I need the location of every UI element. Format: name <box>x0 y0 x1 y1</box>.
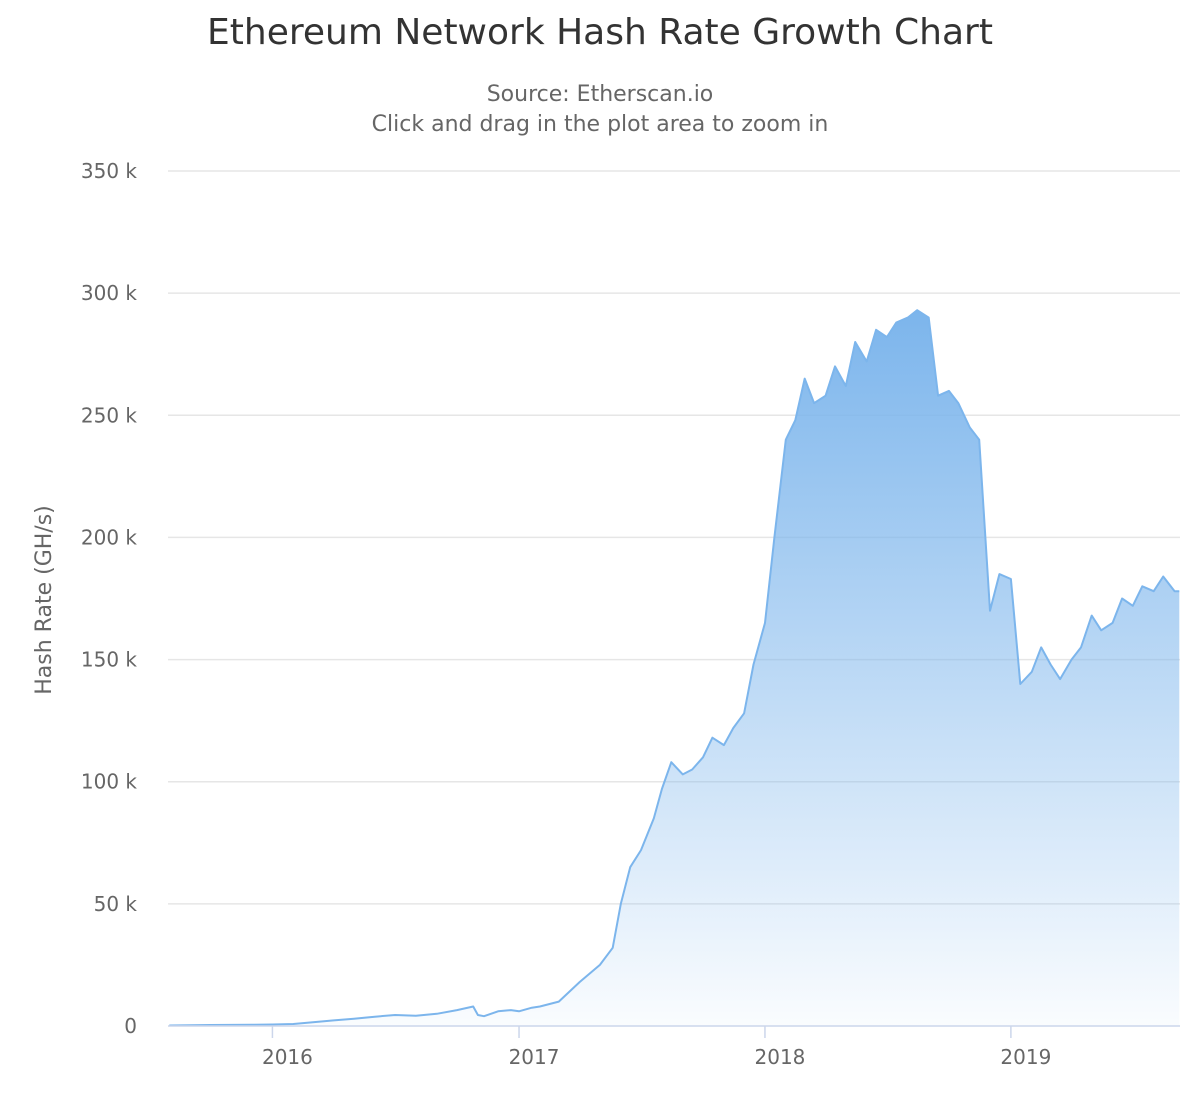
hash-rate-area <box>169 310 1180 1026</box>
y-tick-label: 150 k <box>81 648 138 672</box>
y-tick-label: 50 k <box>94 892 138 916</box>
x-tick-label: 2019 <box>1000 1045 1051 1069</box>
y-tick-label: 300 k <box>81 281 138 305</box>
y-tick-label: 100 k <box>81 770 138 794</box>
chart-subtitle-zoom-hint: Click and drag in the plot area to zoom … <box>371 112 829 137</box>
y-tick-label: 250 k <box>81 403 138 427</box>
x-tick-label: 2018 <box>755 1045 806 1069</box>
x-tick-label: 2017 <box>509 1045 560 1069</box>
chart-subtitle-source: Source: Etherscan.io <box>486 82 714 107</box>
hash-rate-line <box>169 309 1180 1027</box>
y-axis-title: Hash Rate (GH/s) <box>32 505 57 695</box>
y-tick-label: 200 k <box>81 525 138 549</box>
y-tick-label: 0 <box>124 1014 137 1038</box>
x-tick-label: 2016 <box>262 1045 313 1069</box>
y-tick-label: 350 k <box>81 159 138 183</box>
chart-title: Ethereum Network Hash Rate Growth Chart <box>207 12 993 53</box>
